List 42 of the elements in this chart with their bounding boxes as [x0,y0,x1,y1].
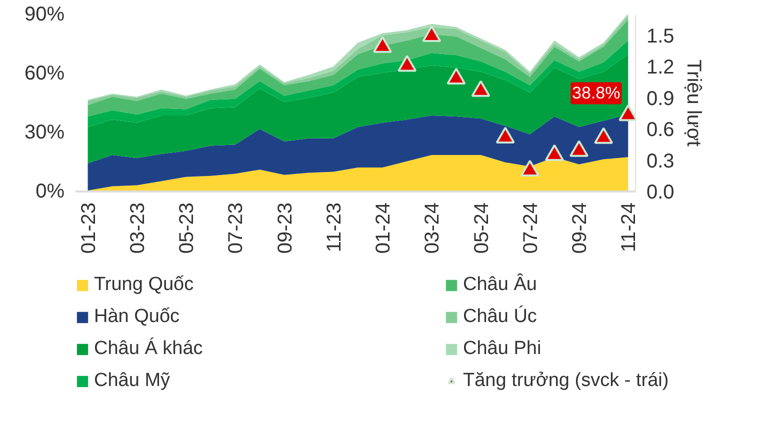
annotation: 38.8% [572,84,620,103]
point [496,126,515,144]
x-tick-label: 09-23 [274,202,296,254]
legend-label: Châu Á khác [94,338,204,360]
x-tick-label: 07-23 [225,202,248,254]
x-tick-label: 05-24 [470,202,493,254]
point [471,80,490,97]
legend-label: Trung Quốc [94,274,195,296]
legend-label: Châu Úc [463,306,538,328]
y2-tick-label: 1.2 [646,56,674,79]
legend-label: Tăng trưởng (svck - trái) [463,370,670,392]
point [446,68,466,85]
y-tick-label: 90% [24,4,65,26]
y2-tick-label: 0.0 [646,182,674,204]
point [520,160,540,177]
x-tick-label: 07-24 [520,202,542,254]
x-tick-label: 03-24 [422,202,444,254]
legend-label: Châu Âu [463,274,538,296]
y-tick-label: 30% [24,122,65,144]
legend-label: Châu Mỹ [94,370,172,392]
y-tick-label: 60% [24,62,65,84]
y2-tick-label: 1.5 [646,25,674,48]
point [570,140,589,157]
x-tick-label: 09-24 [569,202,592,254]
y2-tick-label: 0.3 [646,150,674,172]
x-tick-label: 11-24 [618,202,640,252]
point [373,36,392,53]
y2-tick-label: 0.9 [646,88,674,110]
x-tick-label: 05-23 [176,202,198,254]
legend-label: Hàn Quốc [94,306,181,328]
point [594,127,614,144]
x-tick-label: 01-23 [78,202,100,254]
y2-tick-label: 0.6 [646,119,674,142]
y-tick-label: 0% [36,180,65,202]
point [544,144,564,162]
point [422,25,442,42]
x-tick-label: 03-23 [126,202,149,254]
y2-axis-title: Triệu lượt [682,60,704,147]
point [398,55,417,72]
x-tick-label: 01-24 [372,202,395,254]
x-tick-label: 11-23 [323,202,346,252]
legend-label: Châu Phi [463,338,542,360]
